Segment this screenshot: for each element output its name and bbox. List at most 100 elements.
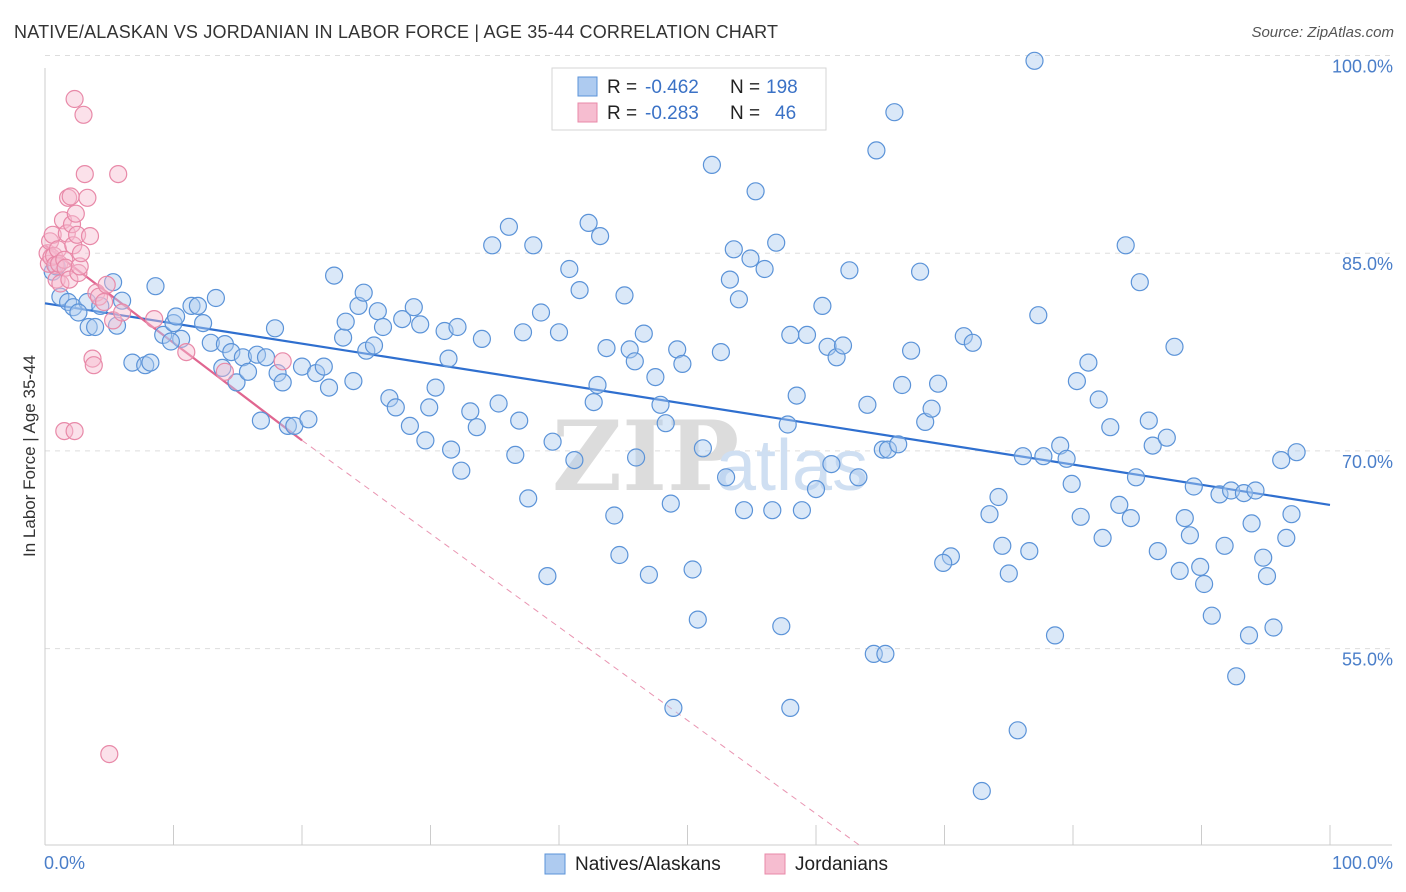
natives-point	[452, 461, 471, 480]
natives-point	[489, 394, 508, 413]
natives-point	[1143, 436, 1162, 455]
natives-point	[1089, 390, 1108, 409]
jordanians-point	[100, 744, 119, 764]
grid-layer	[45, 55, 1392, 650]
natives-point	[778, 415, 797, 434]
jordanians-point	[84, 356, 103, 375]
natives-point	[1130, 273, 1149, 292]
natives-point	[325, 266, 344, 285]
natives-point	[597, 339, 616, 358]
jordanians-point	[83, 349, 102, 368]
natives-point	[472, 329, 491, 348]
jordanians-point	[145, 310, 164, 329]
natives-point	[404, 298, 423, 317]
stats-r-value-pink: -0.283	[645, 103, 699, 124]
natives-point	[411, 315, 430, 334]
watermark: ZIP atlas	[552, 400, 868, 513]
natives-point	[934, 553, 953, 573]
natives-point	[989, 487, 1008, 507]
natives-point	[538, 566, 557, 586]
natives-point	[588, 375, 607, 395]
natives-point	[656, 414, 675, 433]
natives-point	[1116, 236, 1135, 255]
natives-point	[651, 395, 670, 414]
natives-point	[813, 296, 832, 315]
stats-n-label-blue: N =	[730, 77, 760, 98]
jordanians-point	[60, 270, 79, 289]
natives-point	[711, 343, 731, 362]
chart-title: NATIVE/ALASKAN VS JORDANIAN IN LABOR FOR…	[14, 22, 779, 42]
y-tick-label: 70.0%	[1342, 452, 1393, 472]
stats-legend-swatch-pink	[577, 102, 598, 123]
natives-point	[531, 303, 551, 322]
stats-n-value-blue: 198	[766, 77, 798, 98]
natives-point	[483, 236, 502, 255]
stats-legend-swatch-blue	[577, 76, 598, 97]
points-layer	[38, 51, 1306, 801]
natives-point	[1020, 541, 1039, 561]
stats-n-value-pink: 46	[775, 103, 796, 124]
natives-point	[256, 348, 276, 367]
natives-point	[889, 435, 908, 454]
jordanians-point	[80, 227, 100, 246]
natives-point	[319, 378, 339, 397]
natives-point	[344, 372, 363, 391]
natives-point	[194, 314, 213, 333]
natives-point	[646, 368, 665, 387]
natives-point	[781, 698, 800, 718]
trend-layer	[44, 244, 1331, 847]
natives-point	[579, 213, 598, 232]
jordanians-point	[65, 89, 84, 109]
natives-point	[1029, 306, 1048, 325]
legend-swatch-natives	[544, 853, 566, 875]
natives-point	[781, 325, 800, 344]
natives-point	[1234, 484, 1254, 503]
natives-point	[1101, 418, 1120, 437]
natives-point	[448, 317, 467, 337]
natives-point	[1242, 514, 1261, 533]
natives-point	[380, 389, 399, 408]
natives-point	[519, 489, 538, 508]
natives-point	[590, 227, 610, 246]
natives-point	[806, 480, 826, 499]
natives-point	[222, 343, 241, 362]
natives-point	[867, 141, 886, 160]
natives-point	[688, 610, 707, 629]
natives-point	[1057, 449, 1076, 468]
natives-point	[1067, 372, 1087, 391]
natives-trend-line	[44, 302, 1331, 507]
natives-point	[1175, 508, 1194, 528]
natives-point	[1264, 618, 1283, 637]
natives-point	[85, 317, 105, 337]
natives-point	[461, 402, 480, 421]
natives-point	[673, 354, 692, 373]
jordanians-point	[109, 165, 128, 184]
natives-point	[901, 341, 921, 360]
natives-point	[772, 617, 791, 636]
natives-point	[840, 261, 859, 280]
natives-point	[818, 337, 837, 356]
natives-point	[499, 217, 518, 236]
natives-point	[664, 698, 683, 718]
stats-legend: R = -0.462 N = 198 R = -0.283 N = 46	[551, 67, 827, 131]
natives-point	[233, 348, 252, 367]
natives-point	[1025, 51, 1044, 70]
jordanians-point	[62, 215, 82, 234]
natives-point	[763, 501, 782, 520]
natives-point	[972, 781, 991, 801]
natives-point	[822, 455, 841, 474]
natives-point	[1202, 606, 1221, 625]
natives-point	[510, 411, 529, 430]
natives-point	[954, 327, 973, 346]
natives-point	[416, 431, 435, 450]
legend-label-natives: Natives/Alaskans	[575, 854, 721, 875]
natives-point	[963, 333, 982, 352]
natives-point	[439, 349, 458, 368]
natives-point	[570, 281, 589, 300]
natives-point	[1277, 528, 1296, 548]
natives-point	[1013, 447, 1033, 466]
natives-point	[693, 439, 713, 458]
natives-point	[1165, 337, 1184, 356]
natives-point	[1215, 536, 1234, 555]
